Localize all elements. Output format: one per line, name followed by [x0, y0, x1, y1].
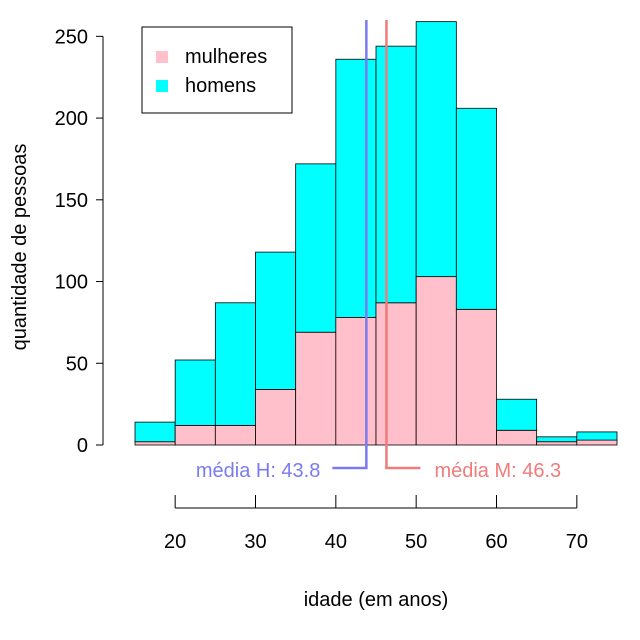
bar-mulheres-40	[335, 317, 377, 446]
x-tick-label-70: 70	[566, 531, 588, 553]
bar-homens-35	[295, 163, 337, 333]
bar-homens-30	[255, 251, 297, 390]
y-tick-label-250: 250	[55, 26, 88, 48]
bar-mulheres-60	[496, 429, 538, 446]
legend-box	[141, 26, 293, 114]
x-axis: 20 30 40 50 60 70	[164, 495, 588, 553]
legend-swatch-mulheres	[156, 51, 168, 63]
x-tick-label-20: 20	[164, 531, 186, 553]
bar-homens-20	[174, 359, 216, 426]
bar-homens-50	[415, 21, 457, 278]
bar-mulheres-15	[134, 441, 176, 446]
y-tick-label-0: 0	[77, 435, 88, 457]
y-tick-label-150: 150	[55, 190, 88, 212]
bar-homens-25	[214, 302, 256, 426]
legend: mulheres homens	[141, 26, 293, 114]
y-axis-label: quantidade de pessoas	[9, 144, 31, 351]
legend-label-mulheres: mulheres	[185, 46, 267, 68]
bar-homens-45	[375, 45, 417, 304]
mean-line-homens	[332, 20, 368, 470]
bar-mulheres-20	[174, 424, 216, 446]
bar-mulheres-25	[214, 424, 256, 446]
mean-lines-group: média H: 43.8 média M: 46.3	[196, 20, 561, 482]
bar-mulheres-65	[536, 441, 578, 446]
mean-label-homens: média H: 43.8	[196, 460, 321, 482]
legend-swatch-homens	[156, 80, 168, 92]
bar-mulheres-50	[415, 276, 457, 446]
bars-group	[134, 21, 618, 446]
y-axis: 0 50 100 150 200 250	[55, 26, 104, 457]
x-tick-label-30: 30	[244, 531, 266, 553]
bar-mulheres-45	[375, 302, 417, 446]
legend-label-homens: homens	[185, 75, 256, 97]
bar-homens-70	[576, 431, 618, 441]
mean-line-mulheres	[385, 20, 421, 470]
y-tick-label-50: 50	[66, 353, 88, 375]
bar-homens-15	[134, 421, 176, 443]
mean-label-mulheres: média M: 46.3	[434, 460, 561, 482]
bar-mulheres-70	[576, 439, 618, 446]
bar-mulheres-55	[455, 308, 497, 446]
x-tick-label-60: 60	[485, 531, 507, 553]
y-tick-label-200: 200	[55, 108, 88, 130]
bar-homens-40	[335, 58, 377, 318]
x-tick-label-40: 40	[325, 531, 347, 553]
bar-homens-55	[455, 107, 497, 310]
bar-homens-60	[496, 398, 538, 431]
x-tick-label-50: 50	[405, 531, 427, 553]
bar-mulheres-35	[295, 331, 337, 446]
bar-homens-65	[536, 436, 578, 443]
bar-mulheres-30	[255, 389, 297, 446]
y-tick-label-100: 100	[55, 272, 88, 294]
x-axis-label: idade (em anos)	[304, 589, 449, 611]
